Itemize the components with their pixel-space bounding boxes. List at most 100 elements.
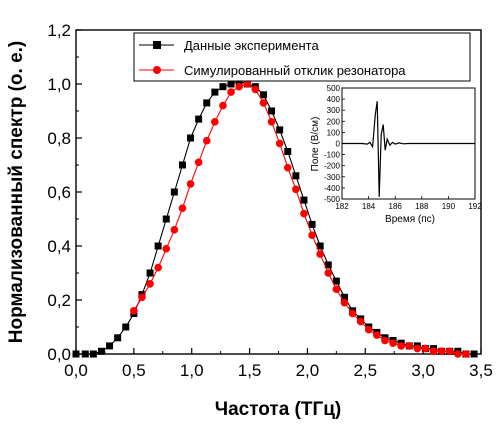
data-point-simulated: [340, 298, 349, 307]
inset-waveform-line: [342, 101, 475, 197]
inset-y-tick-label: 300: [327, 106, 341, 115]
x-tick-label: 1,5: [238, 361, 262, 380]
inset-x-title: Время (пс): [385, 214, 435, 225]
data-point-experiment: [276, 126, 284, 134]
data-point-simulated: [267, 118, 276, 126]
data-point-experiment: [219, 83, 227, 91]
y-tick-label: 1,0: [47, 75, 71, 94]
data-point-experiment: [284, 148, 292, 155]
data-point-simulated: [348, 309, 357, 318]
data-point-simulated: [316, 250, 324, 258]
y-tick-label: 0,2: [47, 291, 71, 310]
inset-y-tick-label: -500: [324, 195, 341, 204]
data-point-simulated: [381, 336, 389, 345]
data-point-experiment: [81, 350, 89, 358]
data-point-simulated: [356, 317, 365, 326]
x-tick-label: 3,5: [469, 361, 493, 380]
inset-x-tick-label: 192: [468, 202, 482, 211]
data-point-simulated: [259, 99, 268, 107]
data-point-experiment: [324, 261, 332, 269]
data-point-simulated: [300, 209, 308, 218]
inset-x-tick-label: 182: [335, 202, 349, 211]
data-point-simulated: [138, 293, 146, 302]
data-point-experiment: [97, 347, 105, 355]
data-point-experiment: [114, 334, 122, 342]
y-tick-label: 1,2: [47, 21, 71, 40]
data-point-experiment: [89, 350, 97, 358]
inset-y-tick-label: 100: [327, 128, 341, 137]
data-point-simulated: [178, 204, 187, 212]
data-point-simulated: [454, 350, 462, 358]
legend-label-experiment: Данные эксперимента: [184, 38, 319, 53]
inset-y-tick-label: 400: [327, 95, 341, 104]
data-point-simulated: [243, 80, 252, 88]
data-point-simulated: [389, 339, 397, 348]
data-point-simulated: [275, 139, 284, 148]
x-tick-label: 3,0: [411, 361, 435, 380]
data-point-simulated: [421, 344, 430, 353]
data-point-simulated: [219, 101, 227, 110]
data-point-simulated: [405, 342, 414, 350]
y-tick-label: 0,4: [47, 237, 71, 256]
data-point-experiment: [72, 350, 80, 358]
data-point-simulated: [324, 269, 333, 277]
data-point-simulated: [130, 307, 138, 315]
y-axis-title: Нормализованный спектр (о. е.): [6, 41, 27, 344]
data-point-simulated: [413, 344, 422, 353]
data-point-experiment: [292, 172, 300, 180]
inset-y-title: Поле (В/см): [310, 117, 321, 172]
data-point-experiment: [178, 161, 186, 169]
y-tick-label: 0,0: [47, 345, 71, 364]
data-point-experiment: [268, 107, 276, 115]
data-point-experiment: [300, 196, 308, 204]
data-point-simulated: [292, 185, 300, 194]
data-point-experiment: [170, 188, 178, 196]
data-point-simulated: [186, 180, 195, 188]
data-point-simulated: [308, 231, 316, 239]
x-tick-label: 0,0: [64, 361, 88, 380]
x-tick-label: 0,5: [122, 361, 146, 380]
data-point-simulated: [437, 347, 446, 356]
data-point-experiment: [162, 215, 170, 223]
data-point-simulated: [445, 347, 454, 356]
legend-box: [133, 32, 471, 82]
data-point-experiment: [195, 115, 203, 123]
x-tick-label: 2,5: [353, 361, 377, 380]
data-point-simulated: [364, 325, 373, 334]
data-point-experiment: [316, 242, 324, 250]
inset-x-tick-label: 190: [442, 202, 456, 211]
inset-x-tick-label: 184: [362, 202, 376, 211]
legend-marker-experiment: [153, 41, 161, 49]
data-point-experiment: [203, 99, 211, 107]
data-point-simulated: [211, 118, 219, 126]
data-point-experiment: [332, 277, 340, 285]
data-point-experiment: [154, 242, 162, 250]
data-point-experiment: [470, 350, 478, 358]
y-tick-label: 0,8: [47, 129, 71, 148]
inset-x-tick-label: 186: [389, 202, 403, 211]
data-point-experiment: [187, 134, 195, 142]
inset-y-tick-label: -400: [324, 184, 341, 193]
data-point-simulated: [373, 331, 381, 339]
x-tick-label: 2,0: [296, 361, 320, 380]
data-point-experiment: [259, 91, 267, 99]
data-point-simulated: [462, 350, 470, 358]
data-point-simulated: [235, 82, 243, 91]
y-axis: 0,0 0,2 0,4 0,6 0,8 1,0 1,2: [47, 21, 82, 364]
inset-y-tick-label: 200: [327, 117, 341, 126]
inset: 182 184 186 188 190 192 500 400 300 200 100 0 -100 -2…: [310, 84, 482, 225]
legend: Данные эксперимента Симулированный откли…: [133, 32, 471, 82]
x-axis-title: Частота (ТГц): [215, 399, 342, 420]
data-point-experiment: [340, 293, 348, 301]
inset-axes: 182 184 186 188 190 192 500 400 300 200 100 0 -100 -2…: [324, 84, 482, 211]
inset-y-tick-label: -200: [324, 162, 341, 171]
data-point-simulated: [162, 244, 171, 253]
data-point-simulated: [194, 158, 203, 167]
inset-y-tick-label: 0: [336, 140, 341, 149]
data-point-experiment: [146, 269, 154, 277]
x-axis: 0,0 0,5 1,0 1,5 2,0 2,5 3,0 3,5: [64, 348, 493, 380]
legend-marker-simulated: [153, 66, 161, 74]
data-point-simulated: [170, 226, 179, 234]
